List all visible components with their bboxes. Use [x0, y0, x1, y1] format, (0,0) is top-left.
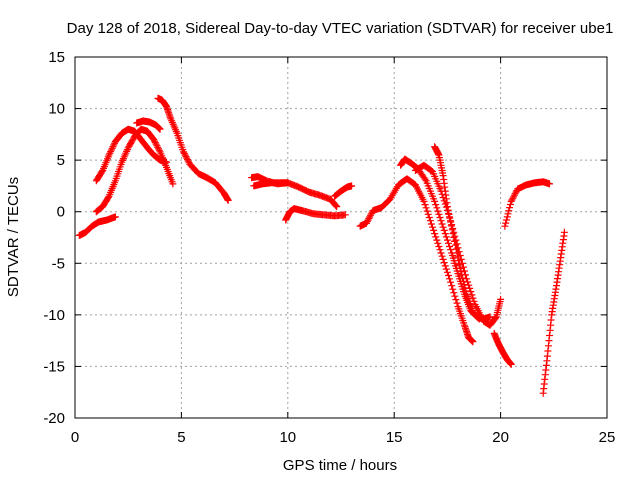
- x-tick-label: 0: [71, 429, 79, 446]
- y-tick-labels: -20 -15 -10 -5 0 5 10 15: [43, 49, 65, 427]
- series-arc14: [490, 329, 515, 368]
- series-arc1: [75, 213, 119, 239]
- series-arc15: [501, 178, 553, 230]
- series-arc10: [356, 175, 477, 346]
- y-tick-label: -15: [43, 358, 65, 375]
- series-arc16: [539, 228, 568, 397]
- y-tick-label: -20: [43, 410, 65, 427]
- x-tick-label: 25: [599, 429, 616, 446]
- x-tick-labels: 0 5 10 15 20 25: [71, 429, 616, 446]
- x-tick-label: 10: [279, 429, 296, 446]
- series-arc8: [282, 205, 349, 224]
- axis-ticks: [74, 56, 608, 419]
- x-tick-label: 20: [492, 429, 509, 446]
- chart-title: Day 128 of 2018, Sidereal Day-to-day VTE…: [67, 20, 614, 37]
- series-arc9: [331, 182, 356, 200]
- data-series: [75, 94, 568, 397]
- x-tick-label: 15: [386, 429, 403, 446]
- x-tick-label: 5: [177, 429, 185, 446]
- series-arc4: [133, 117, 164, 133]
- y-axis-label: SDTVAR / TECUs: [5, 177, 22, 297]
- plot-frame: [74, 56, 608, 419]
- y-tick-label: -5: [52, 255, 65, 272]
- series-arc13: [431, 143, 483, 323]
- y-tick-label: 5: [57, 152, 65, 169]
- y-tick-label: 15: [48, 49, 65, 66]
- series-arc5: [154, 94, 232, 204]
- y-tick-label: 0: [57, 204, 65, 221]
- y-tick-label: -10: [43, 307, 65, 324]
- series-arc3: [92, 125, 170, 185]
- x-axis-label: GPS time / hours: [283, 457, 397, 474]
- y-tick-label: 10: [48, 101, 65, 118]
- series-arc7: [250, 179, 292, 190]
